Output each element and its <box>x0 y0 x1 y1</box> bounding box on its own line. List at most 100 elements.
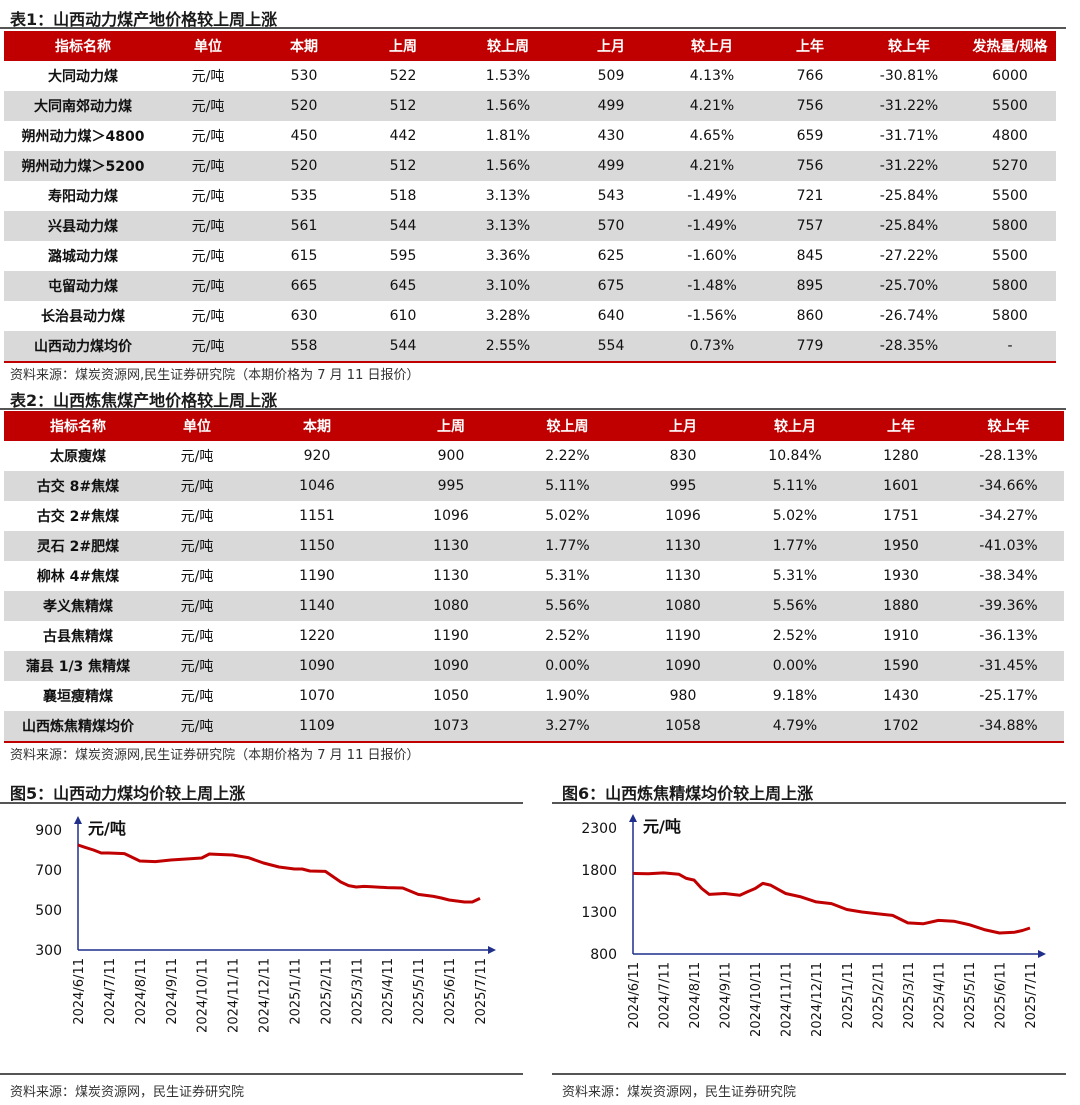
x-tick-label: 2025/7/11 <box>1024 962 1039 1029</box>
table-cell: 1130 <box>625 531 741 561</box>
table-cell: 6000 <box>992 68 1028 84</box>
x-tick-label: 2025/3/11 <box>902 962 917 1029</box>
table-cell: -34.88% <box>953 711 1064 743</box>
table-cell: 5.56% <box>510 591 625 621</box>
header-cell: 上周 <box>392 411 510 441</box>
table-cell: 0.00% <box>741 651 849 681</box>
table-cell: 543 <box>597 188 625 204</box>
x-tick-label: 2025/1/11 <box>288 958 303 1025</box>
x-tick-label: 2025/6/11 <box>993 962 1008 1029</box>
row-name-cell: 大同动力煤 <box>48 69 118 85</box>
x-tick-label: 2025/4/11 <box>932 962 947 1029</box>
table-cell: 520 <box>254 91 354 121</box>
table-row: 屯留动力煤 元/吨 665 645 3.10% 675 -1.48% 895 -25.70% 58… <box>4 271 1056 301</box>
table-cell: -1.56% <box>687 308 737 324</box>
table-cell: 430 <box>597 128 625 144</box>
table-cell: 1190 <box>299 568 335 584</box>
table-cell: 5.02% <box>772 508 818 524</box>
table-cell: 1046 <box>242 471 392 501</box>
table-cell: 522 <box>389 68 417 84</box>
x-tick-label: 2025/1/11 <box>841 962 856 1029</box>
table-cell: 1070 <box>299 688 335 704</box>
figure6-chart: 元/吨 2300 1800 1300 800 2024/6/11 2024/7/11 2024… <box>581 814 1046 1037</box>
x-tick-label: 2024/9/11 <box>719 962 734 1029</box>
row-name-cell: 山西动力煤均价 <box>4 331 162 363</box>
table-cell: 元/吨 <box>152 531 242 561</box>
row-name-cell: 屯留动力煤 <box>4 271 162 301</box>
table-row: 孝义焦精煤 元/吨 1140 1080 5.56% 1080 5.56% 1880 -39.36… <box>4 591 1064 621</box>
table-cell: 1190 <box>665 628 701 644</box>
row-name-cell: 山西炼焦精煤均价 <box>4 711 152 743</box>
table-row: 太原瘦煤 元/吨 920 900 2.22% 830 10.84% 1280 -28.13% <box>4 441 1064 471</box>
table-cell: 535 <box>290 188 318 204</box>
y-axis-arrow <box>629 814 637 822</box>
table-cell: -31.22% <box>854 91 964 121</box>
x-tick-label: 2024/8/11 <box>134 958 149 1025</box>
header-cell: 单位 <box>162 31 254 61</box>
table-cell: 1.56% <box>452 151 564 181</box>
table-cell: 4.21% <box>658 91 766 121</box>
table-cell: 4.21% <box>658 151 766 181</box>
table-cell: 元/吨 <box>191 309 225 325</box>
table-cell: -25.84% <box>854 211 964 241</box>
y-tick-label: 1300 <box>581 905 617 921</box>
table-row: 山西炼焦精煤均价 元/吨 1109 1073 3.27% 1058 4.79% 1702 -34… <box>4 711 1064 743</box>
table-cell: 554 <box>564 331 658 363</box>
table-cell: 1.90% <box>545 688 590 704</box>
table-cell: 1130 <box>665 568 701 584</box>
table1-top-rule <box>0 27 1066 29</box>
row-name-cell: 太原瘦煤 <box>50 449 106 465</box>
table-cell: 1096 <box>665 508 701 524</box>
row-name-cell: 柳林 4#焦煤 <box>36 569 120 585</box>
table-cell: 615 <box>290 248 318 264</box>
table-cell: -28.35% <box>854 331 964 363</box>
x-tick-label: 2025/3/11 <box>350 958 365 1025</box>
table-cell: 920 <box>303 448 331 464</box>
x-tick-label: 2024/6/11 <box>627 962 642 1029</box>
table-cell: 元/吨 <box>162 331 254 363</box>
table-cell: 1.81% <box>485 128 531 144</box>
table-cell: 1702 <box>849 711 953 743</box>
table-cell: 1140 <box>242 591 392 621</box>
row-name-cell: 古交 2#焦煤 <box>36 509 120 525</box>
table1: 指标名称 单位 本期 上周 较上周 上月 较上月 上年 较上年 发热量/规格 大同动力煤 元/吨 53… <box>4 31 1056 363</box>
table-cell: 499 <box>564 91 658 121</box>
table-cell: 3.28% <box>485 308 531 324</box>
table-cell: 766 <box>796 68 824 84</box>
table-cell: 830 <box>669 448 697 464</box>
table-cell: 2.52% <box>772 628 818 644</box>
table-cell: 1910 <box>883 628 919 644</box>
figure5-bottom-rule <box>0 1073 523 1075</box>
table-cell: 5.56% <box>741 591 849 621</box>
header-cell: 较上周 <box>452 31 564 61</box>
row-name-cell: 古交 8#焦煤 <box>4 471 152 501</box>
table-row: 大同动力煤 元/吨 530 522 1.53% 509 4.13% 766 -30.81% 600… <box>4 61 1056 91</box>
table-cell: 9.18% <box>772 688 818 704</box>
table-cell: 499 <box>564 151 658 181</box>
table-cell: 640 <box>597 308 625 324</box>
table-cell: 元/吨 <box>162 211 254 241</box>
figure6-title: 图6：山西炼焦精煤均价较上周上涨 <box>562 784 814 803</box>
header-cell: 较上年 <box>854 31 964 61</box>
figure5-chart: 元/吨 900 700 500 300 2024/6/11 2024/7/11 2024/8/… <box>35 816 496 1033</box>
x-tick-label: 2024/7/11 <box>103 958 118 1025</box>
table2-source: 资料来源：煤炭资源网,民生证券研究院（本期价格为 7 月 11 日报价） <box>10 748 420 763</box>
table-cell: 0.73% <box>658 331 766 363</box>
table-cell: 5500 <box>992 188 1028 204</box>
table-cell: 1080 <box>625 591 741 621</box>
table-cell: 1090 <box>625 651 741 681</box>
y-tick-label: 900 <box>35 823 62 839</box>
table-cell: 2.22% <box>545 448 590 464</box>
table-cell: 1073 <box>392 711 510 743</box>
table-cell: 895 <box>766 271 854 301</box>
table-row: 朔州动力煤＞4800 元/吨 450 442 1.81% 430 4.65% 659 -31.7… <box>4 121 1056 151</box>
table-cell: 1430 <box>883 688 919 704</box>
table-cell: 5.02% <box>545 508 590 524</box>
y-tick-label: 300 <box>35 943 62 959</box>
table-cell: -1.49% <box>658 211 766 241</box>
table-cell: 5.11% <box>741 471 849 501</box>
table-cell: -38.34% <box>979 568 1038 584</box>
header-cell: 本期 <box>242 411 392 441</box>
table-cell: 1.77% <box>741 531 849 561</box>
table-cell: 512 <box>354 91 452 121</box>
